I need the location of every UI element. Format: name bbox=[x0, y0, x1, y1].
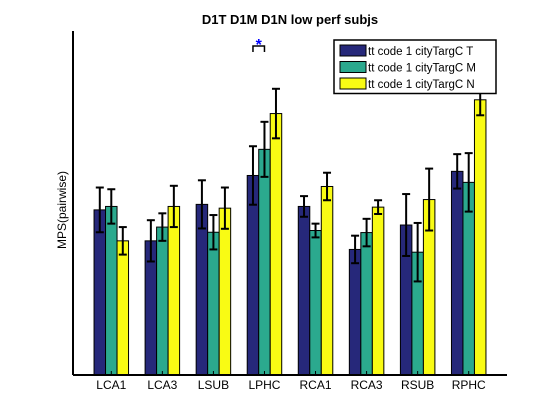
error-bar-lsub-s2 bbox=[209, 214, 218, 251]
error-bar-rca1-s3 bbox=[323, 171, 332, 202]
bar-rca1-s2 bbox=[309, 230, 322, 376]
bar-lsub-s3 bbox=[218, 207, 232, 376]
axes-layer: LCA1 LCA3 LSUB LPHC RCA1 RCA3 RSUB RPHC bbox=[72, 31, 507, 392]
bar-rphc-s3 bbox=[473, 99, 487, 376]
significance-bracket-lphc: * bbox=[252, 37, 266, 54]
bar-lphc-s2 bbox=[258, 148, 271, 376]
error-bar-lphc-s3 bbox=[271, 87, 280, 140]
bar-lsub-s2 bbox=[207, 231, 220, 376]
x-tick-label-lsub: LSUB bbox=[198, 378, 229, 392]
error-bar-rsub-s3 bbox=[425, 167, 434, 232]
x-tick-label-rca1: RCA1 bbox=[300, 378, 332, 392]
error-bar-lca1-s2 bbox=[107, 188, 116, 225]
error-bar-rca3-s2 bbox=[362, 217, 371, 248]
bar-lca1-s1 bbox=[93, 209, 107, 376]
x-tick-label-lca1: LCA1 bbox=[96, 378, 126, 392]
error-bar-lca3-s2 bbox=[158, 212, 167, 242]
x-tick-label-rca3: RCA3 bbox=[351, 378, 383, 392]
error-bar-rsub-s1 bbox=[402, 193, 411, 257]
legend-swatch bbox=[339, 61, 367, 73]
bar-lca1-s2 bbox=[105, 205, 118, 376]
legend-entry-2: tt code 1 cityTargC M bbox=[339, 61, 476, 75]
error-bars-layer bbox=[95, 83, 485, 283]
error-bar-lsub-s1 bbox=[197, 179, 206, 230]
x-tick-label-rphc: RPHC bbox=[452, 378, 486, 392]
bar-lca1-s3 bbox=[116, 240, 130, 376]
error-bar-lca3-s3 bbox=[169, 184, 178, 229]
error-bar-lphc-s1 bbox=[248, 145, 257, 206]
chart-title: D1T D1M D1N low perf subjs bbox=[202, 12, 378, 27]
legend-label: tt code 1 cityTargC N bbox=[368, 79, 475, 91]
error-bar-rphc-s1 bbox=[453, 153, 462, 190]
bar-lphc-s3 bbox=[269, 113, 283, 376]
bar-rca3-s1 bbox=[348, 248, 362, 376]
x-tick-label-lphc: LPHC bbox=[248, 378, 280, 392]
bar-lsub-s1 bbox=[195, 203, 209, 376]
legend: tt code 1 cityTargC T tt code 1 cityTargC… bbox=[333, 39, 497, 95]
bar-lca3-s3 bbox=[167, 205, 181, 376]
bar-rphc-s1 bbox=[450, 170, 464, 376]
bar-lca3-s2 bbox=[156, 226, 169, 376]
error-bar-rsub-s2 bbox=[413, 221, 422, 283]
annotation-layer: * bbox=[252, 37, 266, 54]
significance-star: * bbox=[256, 37, 263, 54]
error-bar-lsub-s3 bbox=[220, 186, 229, 230]
error-bar-lca3-s1 bbox=[146, 219, 155, 263]
bar-rca3-s2 bbox=[360, 232, 373, 376]
legend-label: tt code 1 cityTargC M bbox=[368, 63, 476, 75]
error-bar-rphc-s2 bbox=[464, 152, 473, 213]
error-bar-rca1-s2 bbox=[311, 222, 320, 239]
x-tick-label-rsub: RSUB bbox=[401, 378, 434, 392]
error-bar-rca3-s1 bbox=[351, 234, 360, 265]
error-bar-lca1-s1 bbox=[95, 186, 104, 234]
error-bar-lca1-s3 bbox=[118, 226, 127, 256]
error-bar-lphc-s2 bbox=[260, 120, 269, 178]
error-bar-rca1-s1 bbox=[300, 195, 309, 218]
legend-swatch bbox=[339, 44, 367, 57]
y-axis-label: MPS(pairwise) bbox=[55, 171, 69, 249]
bar-rca1-s1 bbox=[297, 205, 311, 376]
legend-entry-3: tt code 1 cityTargC N bbox=[339, 77, 475, 91]
legend-label: tt code 1 cityTargC T bbox=[368, 46, 473, 58]
bar-rca1-s3 bbox=[320, 185, 334, 376]
x-tick-label-lca3: LCA3 bbox=[147, 378, 177, 392]
legend-entry-1: tt code 1 cityTargC T bbox=[339, 44, 473, 58]
legend-swatch bbox=[339, 77, 367, 90]
error-bar-rca3-s3 bbox=[374, 199, 383, 216]
bar-rca3-s3 bbox=[371, 206, 385, 376]
